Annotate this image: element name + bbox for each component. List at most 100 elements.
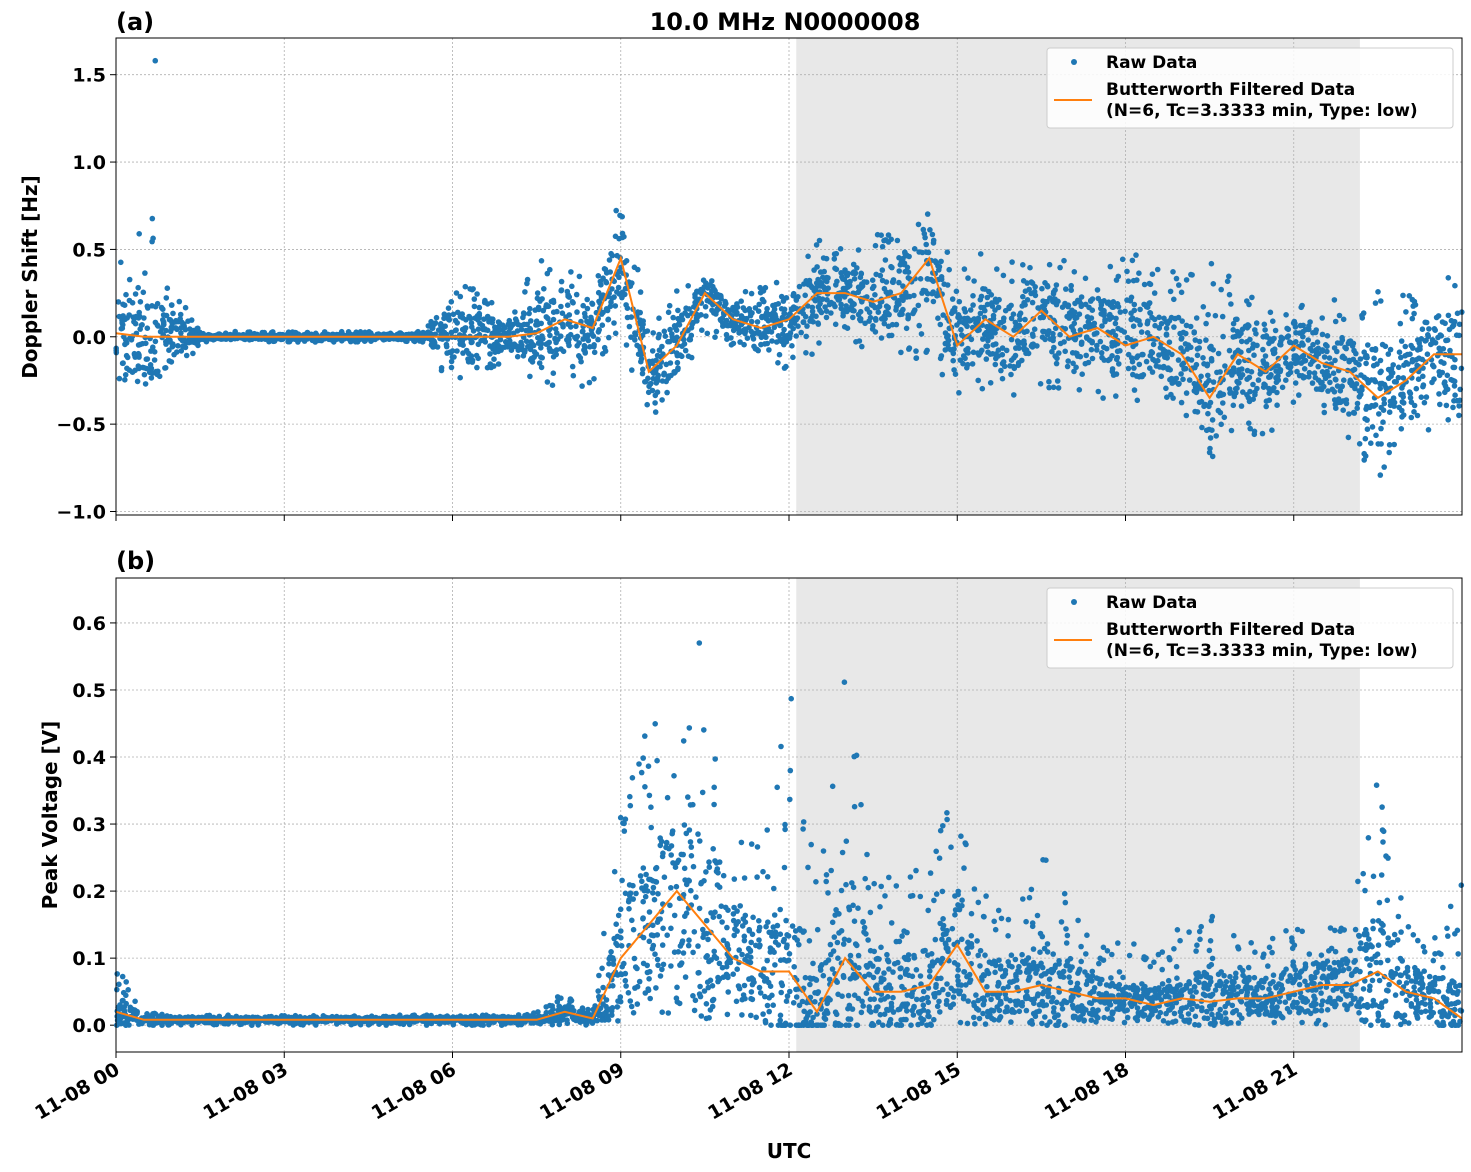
raw-data-point <box>1008 336 1015 343</box>
raw-data-point <box>1287 364 1294 370</box>
y-tick-label: 0.5 <box>72 680 106 702</box>
raw-data-point <box>694 318 700 324</box>
raw-data-point <box>1372 402 1379 408</box>
raw-data-point <box>930 298 937 305</box>
raw-data-point <box>432 331 439 338</box>
raw-data-point <box>1415 355 1422 362</box>
raw-data-point <box>528 318 534 324</box>
raw-data-point <box>1183 322 1190 329</box>
raw-data-point <box>173 317 179 324</box>
raw-data-point <box>655 891 661 897</box>
raw-data-point <box>564 337 570 343</box>
raw-data-point <box>618 943 625 949</box>
raw-data-point <box>605 1017 612 1023</box>
raw-data-point <box>268 329 275 336</box>
raw-data-point <box>492 324 498 331</box>
raw-data-point <box>550 316 557 323</box>
raw-data-point <box>579 383 585 389</box>
raw-data-point <box>956 390 962 396</box>
raw-data-point <box>817 269 824 275</box>
raw-data-point <box>1071 320 1078 327</box>
raw-data-point <box>182 304 189 311</box>
raw-data-point <box>448 299 455 305</box>
raw-data-point <box>1279 335 1286 342</box>
raw-data-point <box>716 859 723 865</box>
raw-data-point <box>544 379 551 385</box>
raw-data-point <box>292 329 298 336</box>
raw-data-point <box>179 319 185 326</box>
raw-data-point <box>497 336 504 343</box>
raw-data-point <box>1217 409 1224 416</box>
raw-data-point <box>1122 308 1128 315</box>
raw-data-point <box>1205 410 1211 417</box>
raw-data-point <box>686 827 693 833</box>
raw-data-point <box>468 353 475 359</box>
raw-data-point <box>177 1020 184 1027</box>
raw-data-point <box>851 301 857 308</box>
raw-data-point <box>665 373 672 379</box>
raw-data-point <box>612 233 619 240</box>
raw-data-point <box>1055 385 1062 391</box>
raw-data-point <box>1443 402 1450 409</box>
raw-data-point <box>1012 319 1019 326</box>
raw-data-point <box>1452 356 1458 363</box>
raw-data-point <box>686 878 692 884</box>
raw-data-point <box>438 322 444 329</box>
y-tick-label: 0.0 <box>72 1015 106 1037</box>
raw-data-point <box>1105 299 1112 306</box>
raw-data-point <box>1251 352 1257 359</box>
raw-data-point <box>941 281 947 288</box>
raw-data-point <box>999 351 1006 358</box>
raw-data-point <box>911 292 917 299</box>
raw-data-point <box>649 387 656 394</box>
raw-data-point <box>995 347 1002 354</box>
raw-data-point <box>530 342 537 349</box>
raw-data-point <box>666 338 673 345</box>
raw-data-point <box>1386 442 1393 448</box>
raw-data-point <box>1234 385 1240 392</box>
raw-data-point <box>1164 394 1170 401</box>
raw-data-point <box>598 282 604 288</box>
raw-data-point <box>894 237 901 244</box>
raw-data-point <box>676 322 683 328</box>
raw-data-point <box>1262 382 1268 388</box>
raw-data-point <box>986 288 992 295</box>
raw-data-point <box>1391 441 1397 448</box>
raw-data-point <box>122 337 129 343</box>
raw-data-point <box>1030 333 1036 340</box>
raw-data-point <box>1116 361 1122 367</box>
raw-data-point <box>1230 320 1237 327</box>
raw-data-point <box>667 360 674 366</box>
raw-data-point <box>1136 270 1142 277</box>
raw-data-point <box>466 314 473 320</box>
raw-data-point <box>702 304 709 310</box>
raw-data-point <box>125 987 131 993</box>
raw-data-point <box>644 401 650 408</box>
raw-data-point <box>950 307 956 314</box>
raw-data-point <box>312 339 319 345</box>
raw-data-point <box>1398 338 1405 344</box>
raw-data-point <box>163 327 169 334</box>
raw-data-point <box>1209 427 1215 434</box>
raw-data-point <box>946 266 952 273</box>
raw-data-point <box>854 265 860 271</box>
raw-data-point <box>1113 356 1120 363</box>
raw-data-point <box>1130 371 1136 378</box>
raw-data-point <box>1354 405 1360 412</box>
raw-data-point <box>1125 365 1132 372</box>
raw-data-point <box>1110 328 1116 335</box>
raw-data-point <box>145 305 151 311</box>
raw-data-point <box>1445 275 1452 281</box>
raw-data-point <box>123 979 129 985</box>
raw-data-point <box>166 358 173 364</box>
raw-data-point <box>1102 316 1108 323</box>
raw-data-point <box>645 763 652 769</box>
raw-data-point <box>718 294 724 300</box>
raw-data-point <box>621 820 627 827</box>
raw-data-point <box>1396 349 1403 356</box>
raw-data-point <box>1054 378 1061 384</box>
raw-data-point <box>506 328 512 335</box>
raw-data-point <box>681 929 687 935</box>
raw-data-point <box>1267 309 1274 316</box>
raw-data-point <box>194 325 200 332</box>
